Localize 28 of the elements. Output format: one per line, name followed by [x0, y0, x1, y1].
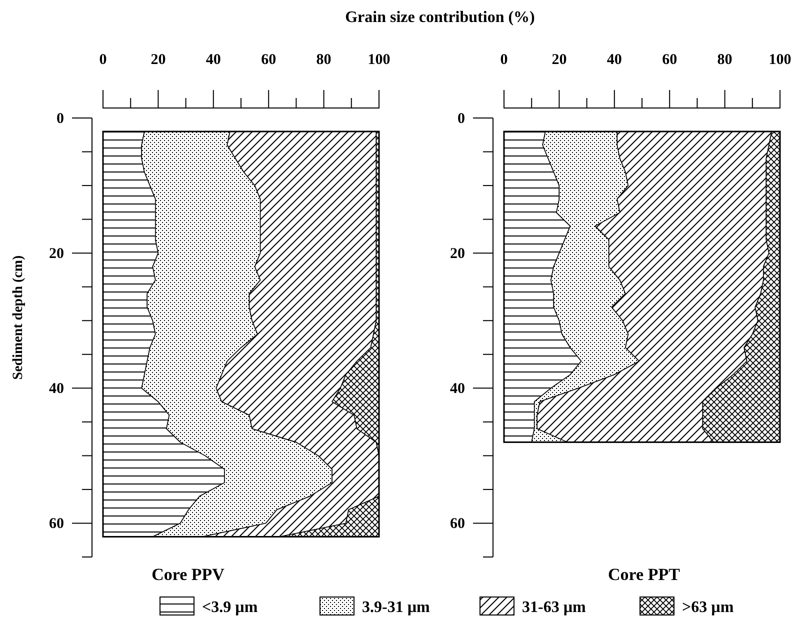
y-tick-label: 40	[450, 381, 465, 398]
y-tick-label: 40	[49, 381, 64, 398]
y-tick-label: 0	[56, 111, 64, 127]
y-tick-label: 20	[49, 246, 64, 262]
x-tick-label: 20	[150, 52, 166, 68]
x-axis-title: Grain size contribution (%)	[345, 9, 535, 26]
text: Core PPT	[608, 565, 681, 584]
x-tick-label: 60	[261, 52, 276, 68]
x-tick-label: 40	[606, 52, 622, 68]
x-tick-label: 80	[717, 52, 732, 68]
legend-label: >63 µm	[682, 599, 734, 616]
legend-label: 3.9-31 µm	[362, 599, 431, 616]
y-axis-title: Sediment depth (cm)	[11, 254, 26, 380]
x-tick-label: 60	[662, 52, 678, 68]
x-tick-label: 80	[316, 52, 332, 68]
y-tick-label: 20	[450, 246, 465, 262]
text: Core PPV	[152, 565, 226, 584]
x-tick-label: 0	[99, 52, 107, 68]
x-tick-label: 100	[368, 52, 390, 68]
y-tick-label: 0	[458, 111, 465, 127]
legend-label: 31-63 µm	[522, 599, 587, 616]
legend-label: <3.9 µm	[202, 599, 258, 616]
x-tick-label: 100	[768, 52, 792, 68]
x-tick-label: 40	[206, 52, 221, 68]
y-tick-label: 60	[450, 516, 465, 532]
x-tick-label: 0	[500, 52, 508, 68]
x-tick-label: 20	[552, 52, 567, 68]
y-tick-label: 60	[49, 516, 64, 532]
